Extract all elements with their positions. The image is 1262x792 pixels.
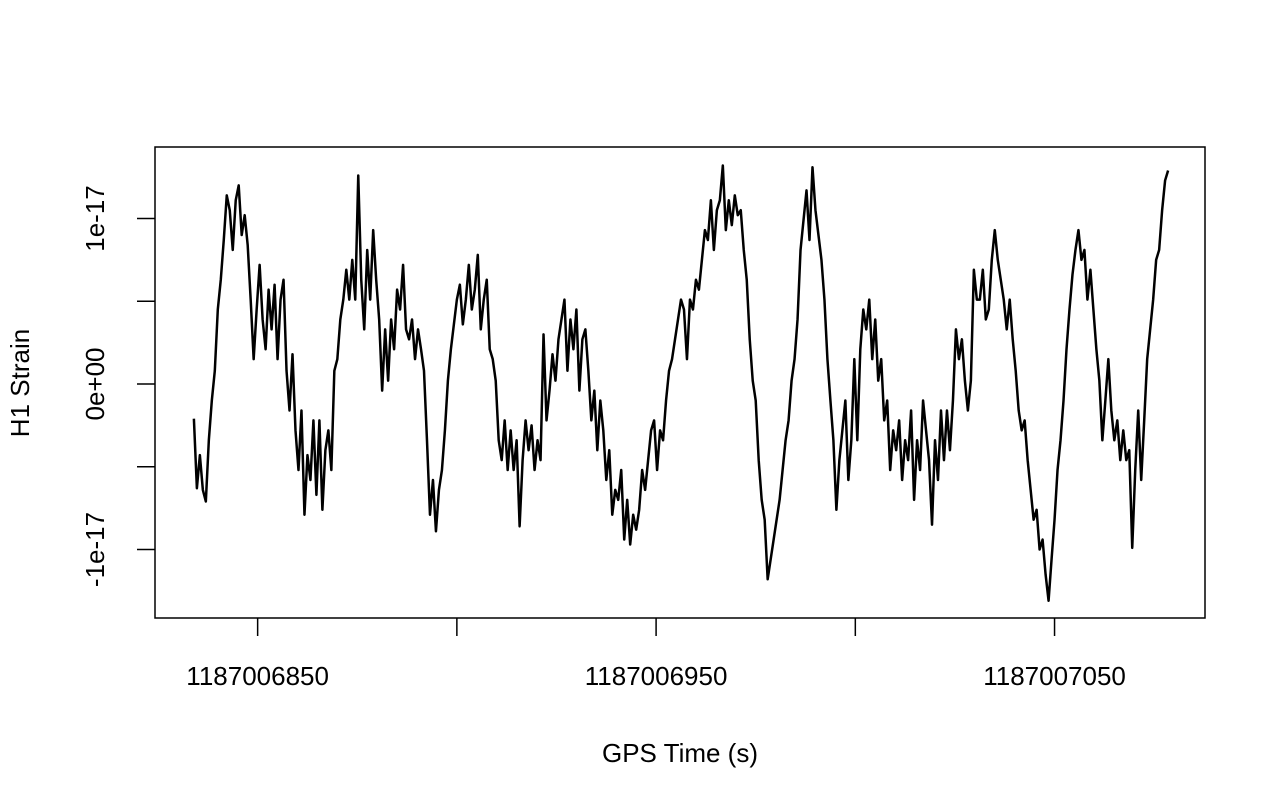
y-axis-label: H1 Strain — [5, 329, 35, 437]
y-tick-label: 1e-17 — [80, 185, 110, 252]
x-tick-label: 1187006950 — [585, 661, 728, 691]
y-tick-label: 0e+00 — [80, 347, 110, 420]
y-tick-label: -1e-17 — [80, 512, 110, 587]
x-tick-label: 1187006850 — [186, 661, 329, 691]
plot-box — [154, 146, 1206, 619]
x-axis-label: GPS Time (s) — [602, 738, 758, 768]
strain-line — [192, 164, 1170, 603]
x-tick-label: 1187007050 — [983, 661, 1126, 691]
